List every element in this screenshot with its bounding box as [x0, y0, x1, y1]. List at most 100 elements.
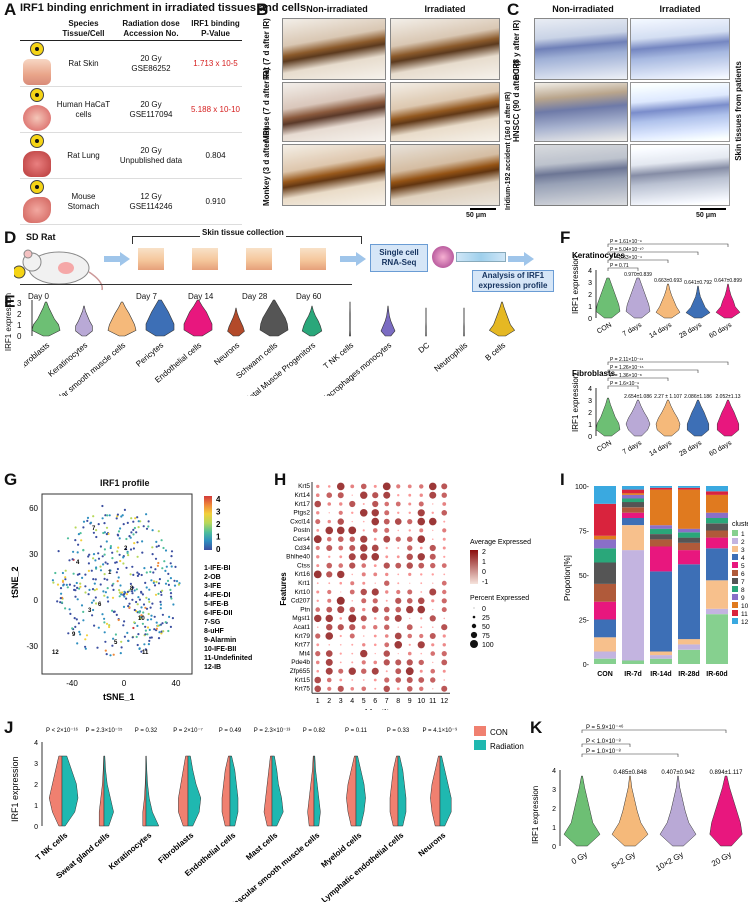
- tsne-point: [144, 625, 147, 628]
- dot: [397, 582, 400, 585]
- dot: [316, 599, 319, 602]
- tsne-point: [87, 562, 90, 565]
- dot: [326, 492, 333, 498]
- bar-segment: [650, 539, 672, 547]
- tsne-point: [144, 606, 147, 609]
- legend-swatch: [732, 578, 738, 584]
- tsne-point: [74, 595, 77, 598]
- mean-label: 0.970±0.839: [624, 272, 652, 278]
- tsne-point: [132, 626, 135, 630]
- tsne-point: [117, 546, 120, 549]
- dot: [360, 544, 368, 552]
- tsne-point: [101, 555, 104, 558]
- dot: [417, 597, 425, 605]
- x-tick-label: 40: [172, 679, 181, 688]
- mean-label: 2.086±1.186: [684, 394, 712, 400]
- p-value-label: P = 0.11: [345, 728, 368, 734]
- tsne-point: [115, 571, 118, 574]
- identity-label: 1: [316, 698, 320, 705]
- tsne-point: [101, 504, 104, 508]
- dot: [316, 555, 320, 559]
- x-tick-label: T NK cells: [322, 341, 356, 371]
- x-axis-label: Identity: [365, 708, 394, 710]
- skin-sample-icon: [246, 248, 272, 270]
- bar-segment: [678, 487, 700, 490]
- legend-tick: 4: [216, 495, 221, 504]
- violin: [625, 277, 651, 319]
- legend-tick: 25: [482, 615, 490, 622]
- cluster-legend-item: 8-uHF: [204, 628, 225, 635]
- tsne-point: [118, 553, 121, 556]
- y-tick-label: 3: [588, 280, 592, 287]
- tsne-point: [93, 624, 96, 627]
- gene-label: Bhlhe40: [286, 554, 310, 561]
- x-tick-label: CON: [596, 322, 613, 336]
- y-tick-label: 100-: [575, 484, 590, 491]
- dot: [442, 643, 446, 647]
- dot: [373, 484, 377, 488]
- legend-title: Percent Expressed: [470, 595, 529, 602]
- tsne-point: [76, 586, 79, 589]
- tsne-point: [158, 624, 161, 627]
- dot: [397, 511, 400, 514]
- dot: [348, 553, 356, 561]
- dot: [349, 589, 355, 595]
- dot: [394, 632, 402, 640]
- tsne-point: [109, 654, 112, 657]
- tsne-point: [158, 631, 161, 634]
- cluster-label: 1: [108, 570, 112, 576]
- dot: [441, 510, 448, 516]
- dot: [361, 563, 367, 568]
- tsne-point: [68, 583, 71, 586]
- tsne-point: [117, 530, 121, 533]
- violin: [595, 277, 621, 319]
- dot: [362, 503, 365, 505]
- bar-segment: [678, 644, 700, 650]
- tsne-point: [88, 553, 91, 556]
- dot: [340, 591, 342, 593]
- x-tick-label: T NK cells: [34, 830, 70, 862]
- cluster-label: 4: [76, 560, 80, 566]
- tsne-point: [137, 573, 141, 576]
- tsne-point: [92, 599, 95, 602]
- scale-bar: [470, 208, 496, 210]
- bar-segment: [706, 614, 728, 664]
- bar-segment: [622, 494, 644, 499]
- cell-accession: GSE117094: [129, 109, 173, 119]
- dot: [385, 546, 388, 550]
- tsne-point: [154, 593, 158, 596]
- tsne-point: [140, 614, 143, 617]
- x-tick-label: Fibroblasts: [156, 830, 195, 865]
- x-tick-label: Pericytes: [134, 341, 165, 369]
- tsne-point: [126, 590, 129, 593]
- p-value-label: P = 1.6×10⁻⁹: [610, 381, 639, 387]
- gene-label: Ptgs2: [293, 510, 310, 517]
- dot: [406, 598, 413, 604]
- dot: [430, 562, 436, 569]
- dot: [338, 510, 343, 515]
- tsne-point: [56, 583, 60, 586]
- tsne-point: [157, 544, 160, 547]
- bar-segment: [650, 528, 672, 534]
- dot: [408, 502, 412, 506]
- dot: [362, 679, 365, 681]
- dot: [326, 606, 333, 613]
- dot: [361, 686, 367, 692]
- dot: [395, 668, 402, 675]
- tsne-point: [140, 573, 143, 577]
- bar-segment: [706, 486, 728, 492]
- dot: [406, 624, 413, 631]
- tsne-point: [84, 591, 87, 594]
- dot: [373, 572, 378, 577]
- tsne-point: [76, 642, 79, 645]
- cell-pvalue: 0.910: [189, 178, 242, 225]
- tsne-point: [147, 598, 150, 601]
- tsne-point: [107, 600, 110, 603]
- legend-tick: 1: [482, 559, 486, 566]
- dot: [371, 553, 380, 561]
- tsne-point: [164, 569, 167, 572]
- y-tick-label: 50-: [579, 573, 590, 580]
- violin: [380, 305, 396, 337]
- dot: [406, 553, 413, 560]
- p-value-label: P = 2.3×10⁻¹³: [254, 728, 290, 734]
